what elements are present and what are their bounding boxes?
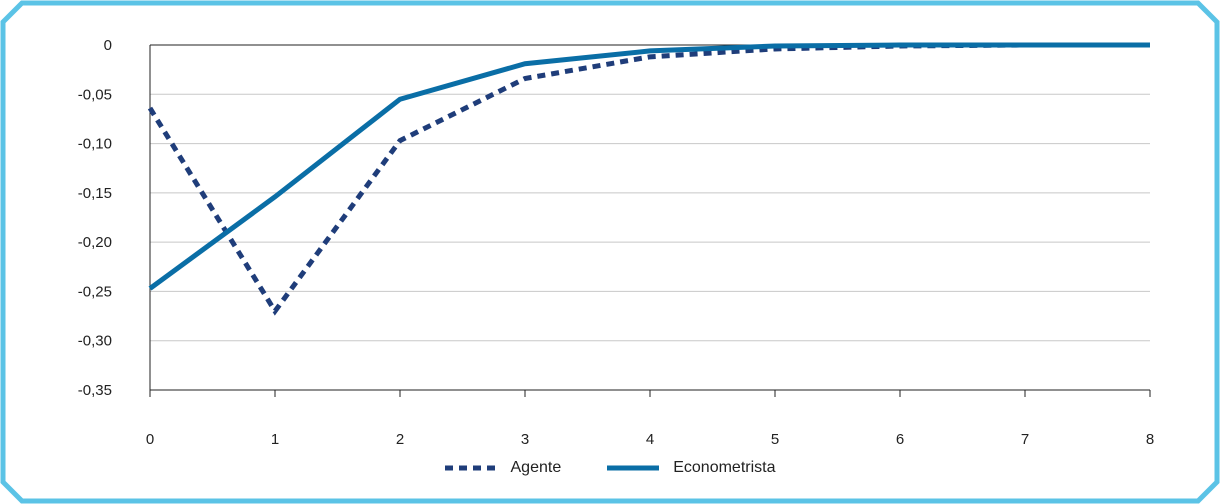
y-tick-label: 0 bbox=[104, 37, 112, 54]
legend-label: Agente bbox=[510, 459, 562, 476]
x-tick-label: 4 bbox=[646, 431, 654, 448]
legend-label: Econometrista bbox=[673, 459, 776, 476]
y-tick-label: -0,15 bbox=[78, 185, 112, 202]
x-tick-label: 7 bbox=[1021, 431, 1029, 448]
x-tick-label: 6 bbox=[896, 431, 904, 448]
x-tick-label: 5 bbox=[771, 431, 779, 448]
legend-item-agente: Agente bbox=[444, 459, 562, 477]
x-tick-label: 1 bbox=[271, 431, 279, 448]
x-tick-label: 2 bbox=[396, 431, 404, 448]
x-tick-label: 8 bbox=[1146, 431, 1154, 448]
x-tick-label: 3 bbox=[521, 431, 529, 448]
y-tick-label: -0,35 bbox=[78, 382, 112, 399]
x-tick-label: 0 bbox=[146, 431, 154, 448]
series-line-econometrista bbox=[148, 42, 1150, 291]
legend-item-econometrista: Econometrista bbox=[607, 459, 775, 477]
y-tick-label: -0,10 bbox=[78, 136, 112, 153]
y-tick-label: -0,30 bbox=[78, 333, 112, 350]
y-tick-label: -0,20 bbox=[78, 234, 112, 251]
legend-swatch-solid bbox=[607, 465, 660, 471]
y-tick-label: -0,25 bbox=[78, 283, 112, 300]
legend-swatch-dashed bbox=[444, 465, 497, 471]
legend: Agente Econometrista bbox=[0, 456, 1220, 480]
y-tick-label: -0,05 bbox=[78, 86, 112, 103]
